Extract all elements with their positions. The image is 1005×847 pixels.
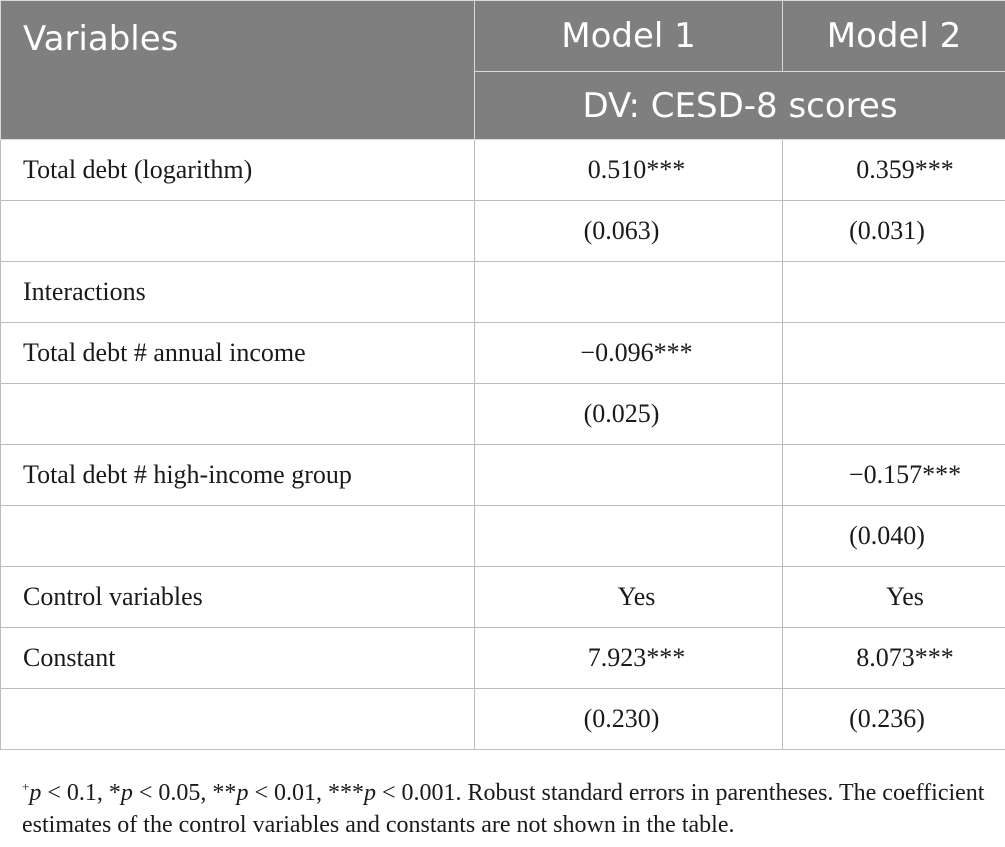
row-label: Constant [0, 627, 475, 689]
row-label: Control variables [0, 566, 475, 628]
row-label: Total debt # high-income group [0, 444, 475, 506]
table-row: Interactions [0, 261, 1005, 323]
model1-cell: −0.096*** [474, 322, 783, 384]
table-footnote: +p < 0.1, *p < 0.05, **p < 0.01, ***p < … [22, 771, 992, 841]
footnote-threshold-2: < 0.05, ** [132, 780, 237, 806]
model2-cell: (0.236) [782, 688, 1005, 750]
model2-cell: Yes [782, 566, 1005, 628]
table-row: Constant 7.923*** 8.073*** [0, 627, 1005, 689]
model2-cell: 0.359*** [782, 139, 1005, 201]
row-label: Total debt # annual income [0, 322, 475, 384]
table-row: (0.040) [0, 505, 1005, 567]
model2-cell [782, 322, 1005, 384]
model1-cell [474, 444, 783, 506]
model1-cell [474, 505, 783, 567]
row-label: Interactions [0, 261, 475, 323]
model1-cell: Yes [474, 566, 783, 628]
header-variables: Variables [0, 0, 475, 140]
model2-cell: −0.157*** [782, 444, 1005, 506]
footnote-threshold-1: < 0.1, * [41, 780, 121, 806]
table-row: Control variables Yes Yes [0, 566, 1005, 628]
header-dv-row: DV: CESD-8 scores [1, 71, 1005, 140]
model2-cell: (0.031) [782, 200, 1005, 262]
footnote-threshold-4: < 0.001. Robust standard errors in paren… [22, 780, 985, 838]
model2-cell: 8.073*** [782, 627, 1005, 689]
table-row: (0.230) (0.236) [0, 688, 1005, 750]
header-model2: Model 2 [782, 0, 1005, 72]
row-label [0, 505, 475, 567]
row-label [0, 200, 475, 262]
model1-cell: 0.510*** [474, 139, 783, 201]
footnote-p: p [29, 780, 42, 806]
regression-table: Variables Model 1 Model 2 DV: CESD-8 sco… [0, 0, 1005, 750]
table-row: (0.025) [0, 383, 1005, 445]
model2-cell [782, 383, 1005, 445]
header-row: Variables Model 1 Model 2 [0, 0, 1005, 140]
model1-cell [474, 261, 783, 323]
footnote-p: p [120, 780, 133, 806]
row-label: Total debt (logarithm) [0, 139, 475, 201]
row-label [0, 688, 475, 750]
model1-cell: (0.025) [474, 383, 783, 445]
table-row: Total debt (logarithm) 0.510*** 0.359*** [0, 139, 1005, 201]
footnote-p: p [363, 780, 376, 806]
table-row: Total debt # annual income −0.096*** [0, 322, 1005, 384]
header-model1: Model 1 [474, 0, 783, 72]
model1-cell: (0.063) [474, 200, 783, 262]
model1-cell: (0.230) [474, 688, 783, 750]
model2-cell [782, 261, 1005, 323]
footnote-p: p [236, 780, 249, 806]
footnote-plus: + [22, 779, 30, 794]
footnote-threshold-3: < 0.01, *** [248, 780, 364, 806]
header-dv: DV: CESD-8 scores [474, 71, 1005, 140]
row-label [0, 383, 475, 445]
table-row: (0.063) (0.031) [0, 200, 1005, 262]
table-row: Total debt # high-income group −0.157*** [0, 444, 1005, 506]
model2-cell: (0.040) [782, 505, 1005, 567]
model1-cell: 7.923*** [474, 627, 783, 689]
